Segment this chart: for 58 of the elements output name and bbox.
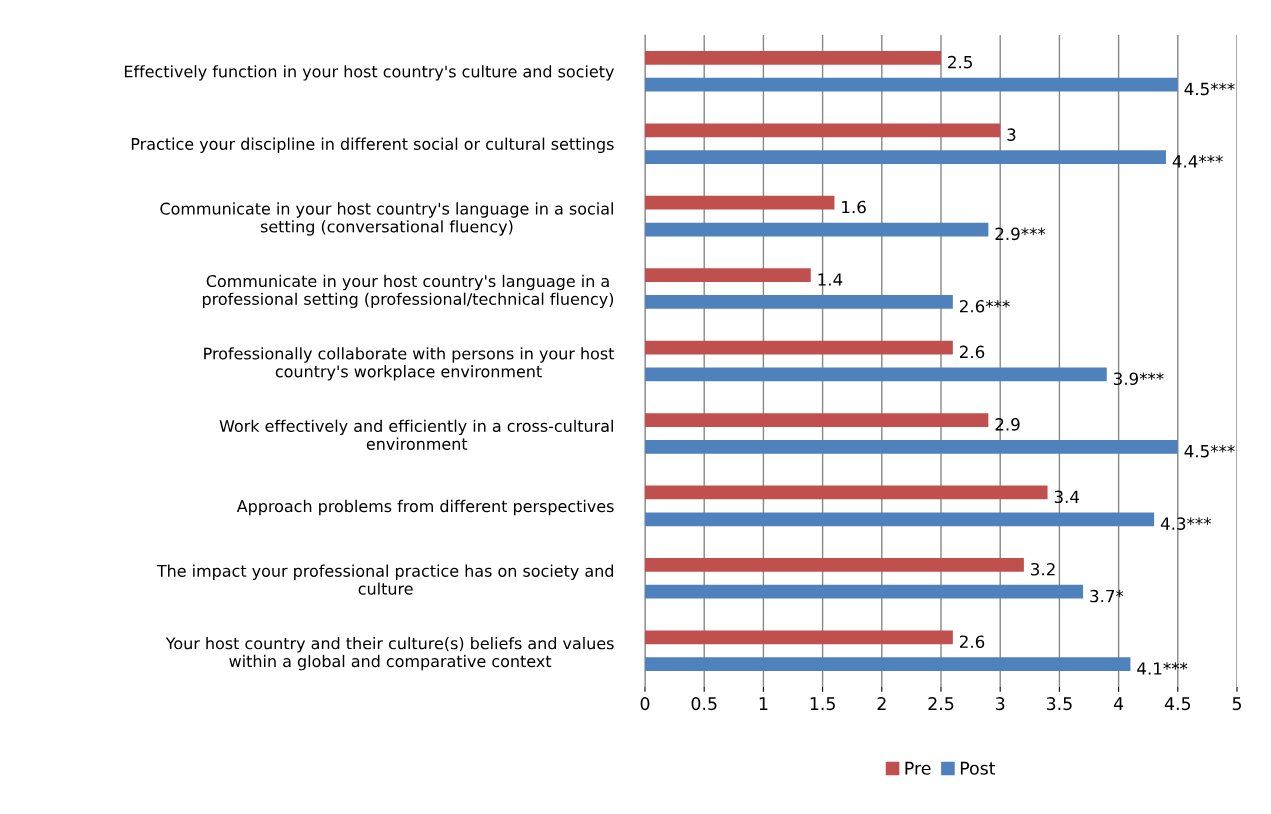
bar: [645, 222, 989, 237]
data-label: 2.5: [948, 55, 972, 69]
bar: [645, 268, 811, 283]
data-label: 2.9: [995, 418, 1020, 431]
bar: [645, 584, 1084, 599]
bar: [645, 150, 1166, 164]
data-label: 2.6: [959, 635, 985, 649]
bar: [645, 340, 953, 355]
data-label: 3.9***: [1113, 372, 1164, 386]
x-tick-label: 3.5: [1046, 697, 1072, 711]
x-tick-label: 5: [1232, 697, 1242, 711]
x-tick-label: 1: [759, 697, 768, 710]
bar: [645, 77, 1178, 92]
y-tick-label: Communicate in your host country's language in a professional setting (professional/technical fluency): [202, 274, 614, 309]
x-tick-label: 4: [1113, 697, 1124, 710]
data-label: 3.7*: [1090, 589, 1124, 603]
data-label: 2.9***: [995, 227, 1046, 241]
y-tick-label: The impact your professional practice has on society and culture: [156, 564, 613, 595]
x-tick-label: 2.5: [928, 697, 954, 711]
data-label: 1.6: [842, 200, 866, 214]
data-label: 2.6***: [959, 299, 1010, 313]
data-label: 4.4***: [1172, 155, 1223, 168]
bar: [645, 413, 989, 427]
bar: [645, 295, 953, 309]
legend-label: Pre: [905, 761, 931, 775]
data-label: 4.3***: [1160, 517, 1212, 530]
y-tick-label: Practice your discipline in different social or cultural settings: [131, 137, 614, 154]
legend-label: Post: [960, 761, 996, 775]
y-tick-label: Effectively function in your host country's culture and society: [124, 65, 614, 81]
x-tick-label: 1.5: [810, 697, 835, 711]
bar: [645, 558, 1024, 572]
bar: [645, 50, 941, 65]
bar: [645, 367, 1107, 382]
x-tick-label: 0: [640, 697, 650, 711]
y-tick-label: Professionally collaborate with persons in your host country's workplace environment: [204, 347, 615, 381]
data-label: 3.4: [1054, 490, 1080, 504]
y-tick-label: Communicate in your host country's language in a social setting (conversational fluency): [160, 202, 613, 236]
bar: [645, 512, 1155, 527]
x-tick-label: 2: [877, 697, 886, 710]
bar: [645, 195, 835, 210]
bar: [645, 439, 1178, 454]
bar: [645, 485, 1048, 500]
x-tick-label: 4.5: [1164, 697, 1191, 711]
y-tick-label: Approach problems from different perspectives: [236, 499, 614, 516]
data-label: 3.2: [1031, 562, 1055, 576]
y-tick-label: Your host country and their culture(s) beliefs and values within a global and comparative context: [165, 636, 614, 671]
data-label: 3: [1007, 128, 1016, 141]
y-tick-label: Work effectively and efficiently in a cross-cultural environment: [219, 419, 613, 450]
bar: [645, 657, 1131, 672]
data-label: 1.4: [818, 273, 843, 286]
x-tick-label: 0.5: [691, 697, 717, 711]
x-tick-label: 3: [996, 697, 1005, 711]
data-label: 4.1***: [1137, 662, 1188, 675]
bar: [645, 123, 1001, 138]
data-label: 2.6: [959, 345, 985, 359]
bar: [645, 630, 953, 645]
data-label: 4.5***: [1184, 82, 1235, 96]
data-label: 4.5***: [1184, 444, 1235, 458]
